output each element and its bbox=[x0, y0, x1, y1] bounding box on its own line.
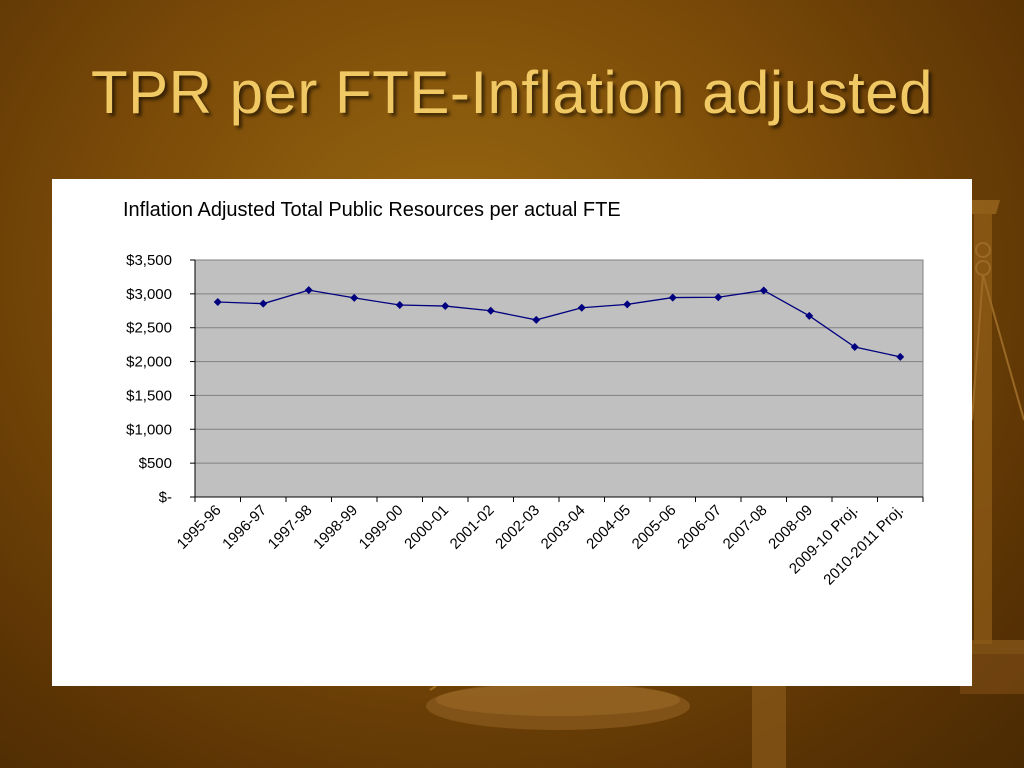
x-tick-label: 2006-07 bbox=[674, 502, 725, 553]
x-axis: 1995-961996-971997-981998-991999-002000-… bbox=[174, 496, 924, 589]
data-point-marker bbox=[577, 303, 586, 312]
x-tick-label: 2000-01 bbox=[401, 502, 452, 553]
data-point-marker bbox=[623, 300, 632, 309]
data-point-marker bbox=[714, 293, 723, 302]
data-point-marker bbox=[805, 311, 814, 320]
y-tick-label: $500 bbox=[139, 455, 172, 472]
data-point-marker bbox=[850, 343, 859, 352]
chart-panel: Inflation Adjusted Total Public Resource… bbox=[52, 179, 972, 686]
x-tick-label: 1997-98 bbox=[265, 502, 316, 553]
data-point-marker bbox=[441, 302, 450, 311]
series-line bbox=[217, 289, 901, 358]
plot-area bbox=[194, 259, 924, 498]
y-tick-label: $3,500 bbox=[126, 252, 172, 269]
x-tick-label: 2010-2011 Proj. bbox=[820, 502, 907, 589]
data-point-marker bbox=[532, 315, 541, 324]
x-tick-label: 2004-05 bbox=[583, 502, 634, 553]
data-point-marker bbox=[259, 299, 268, 308]
y-axis: $3,500 $3,000 $2,500 $2,000 $1,500 $1,000 $500… bbox=[126, 252, 196, 506]
data-point-marker bbox=[896, 352, 905, 361]
data-point-marker bbox=[350, 293, 359, 302]
x-tick-label: 2007-08 bbox=[720, 502, 771, 553]
y-tick-label: $2,500 bbox=[126, 320, 172, 337]
x-tick-label: 2002-03 bbox=[492, 502, 543, 553]
x-tick-label: 2003-04 bbox=[538, 502, 589, 553]
scale-pillar-top bbox=[968, 200, 1024, 644]
slide-title: TPR per FTE-Inflation adjusted bbox=[90, 59, 934, 126]
line-chart: $3,500 $3,000 $2,500 $2,000 $1,500 $1,000 $500… bbox=[126, 252, 924, 589]
x-tick-label: 1998-99 bbox=[310, 502, 361, 553]
x-tick-label: 2001-02 bbox=[447, 502, 498, 553]
data-point-marker bbox=[304, 286, 313, 295]
series-group bbox=[213, 286, 905, 361]
data-point-marker bbox=[668, 293, 677, 302]
y-tick-label: $3,000 bbox=[126, 286, 172, 303]
data-point-marker bbox=[486, 306, 495, 315]
data-point-marker bbox=[759, 286, 768, 295]
data-point-marker bbox=[213, 297, 222, 306]
y-tick-label: $2,000 bbox=[126, 354, 172, 371]
gridlines bbox=[195, 259, 923, 464]
x-tick-label: 1996-97 bbox=[219, 502, 270, 553]
scale-pan bbox=[426, 682, 690, 730]
x-tick-label: 2005-06 bbox=[629, 502, 680, 553]
data-point-marker bbox=[395, 301, 404, 310]
x-tick-label: 1995-96 bbox=[174, 502, 225, 553]
x-tick-label: 1999-00 bbox=[356, 502, 407, 553]
y-tick-label: $- bbox=[159, 489, 172, 506]
chart-title: Inflation Adjusted Total Public Resource… bbox=[123, 199, 621, 221]
y-tick-label: $1,000 bbox=[126, 421, 172, 438]
y-tick-label: $1,500 bbox=[126, 387, 172, 404]
